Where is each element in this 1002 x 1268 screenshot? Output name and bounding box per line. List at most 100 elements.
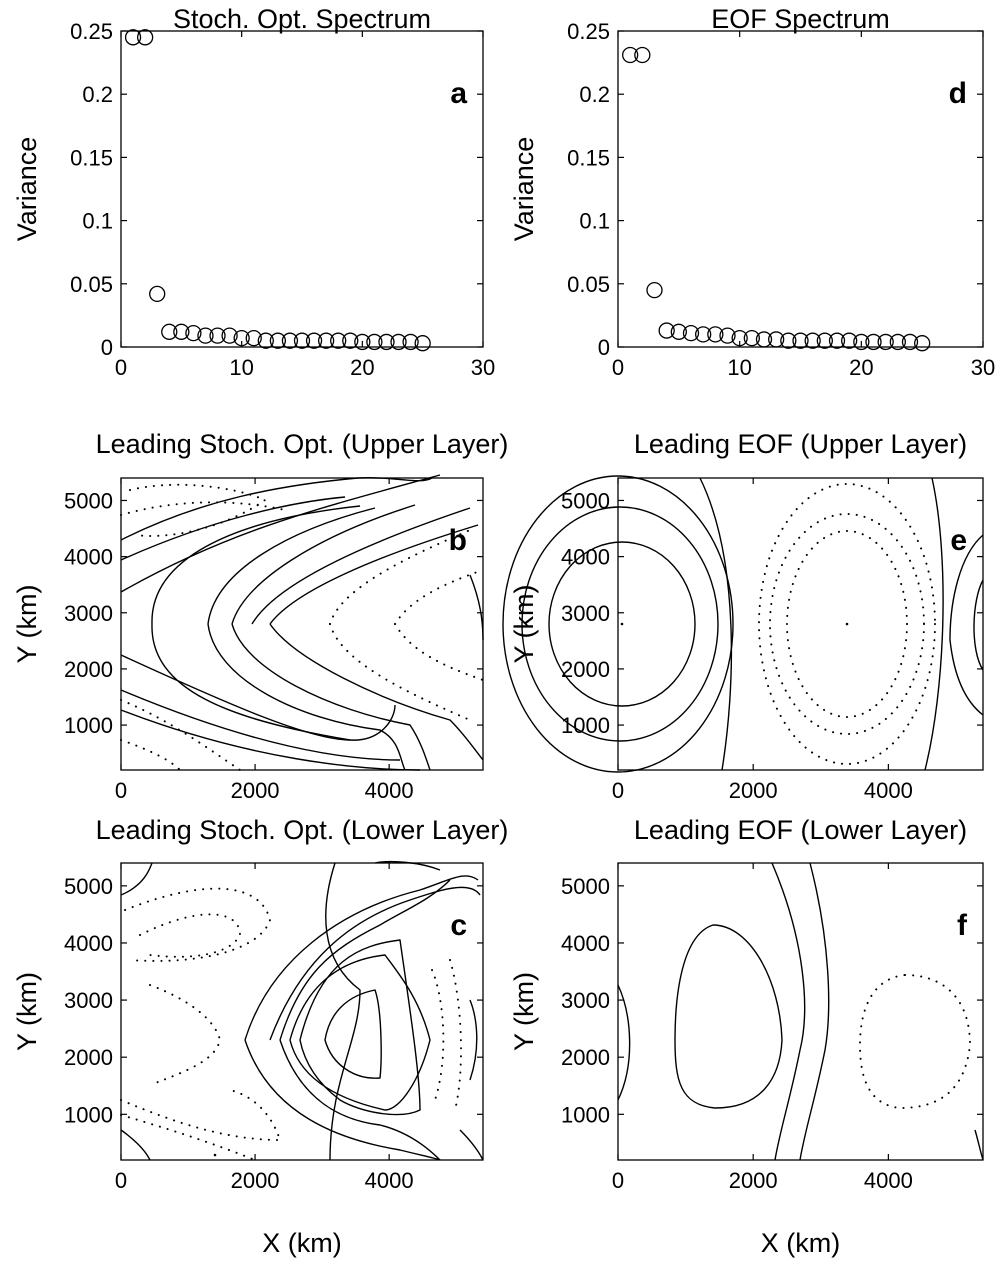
x-axis-label: X (km) — [761, 1228, 840, 1258]
contour-line — [244, 1039, 441, 1161]
data-point — [161, 323, 178, 340]
x-tick-label: 30 — [471, 355, 495, 380]
data-point — [354, 333, 371, 351]
y-tick-label: 2000 — [561, 1045, 610, 1070]
data-point — [293, 332, 311, 349]
contour-dotted — [758, 483, 936, 765]
data-point — [330, 332, 347, 349]
data-point — [305, 332, 323, 349]
data-point — [149, 285, 166, 303]
contour-dotted — [129, 483, 268, 537]
contours-panel-e — [502, 475, 984, 773]
contour-line — [973, 579, 984, 671]
contour-line — [459, 1129, 484, 1161]
contour-line — [699, 477, 733, 771]
x-tick-label: 2000 — [729, 1168, 778, 1193]
extremum-dot — [243, 788, 247, 792]
contour-line — [469, 999, 478, 1081]
panel-title: Stoch. Opt. Spectrum — [173, 4, 431, 34]
contour-line — [799, 862, 830, 1161]
contour-line — [120, 477, 433, 541]
contour-dotted — [120, 739, 181, 771]
y-tick-label: 5000 — [64, 488, 113, 513]
data-point — [257, 332, 274, 349]
panel-title: Leading Stoch. Opt. (Upper Layer) — [96, 429, 509, 459]
extremum-dot — [620, 622, 624, 626]
y-tick-label: 3000 — [64, 601, 113, 626]
panel-letter: b — [449, 524, 467, 557]
contour-line — [120, 496, 346, 561]
contour-line — [269, 524, 479, 625]
contour-line — [279, 1039, 441, 1161]
x-tick-label: 30 — [971, 355, 995, 380]
data-point — [877, 333, 894, 351]
contour-line — [207, 507, 376, 625]
contour-line — [120, 654, 396, 741]
contour-line — [289, 954, 431, 1111]
panel-title: Leading Stoch. Opt. (Lower Layer) — [96, 815, 509, 845]
y-tick-label: 0.05 — [70, 272, 113, 297]
x-tick-label: 4000 — [365, 778, 414, 803]
data-point — [792, 332, 809, 349]
contour-line — [120, 1129, 151, 1161]
panel-letter: d — [949, 77, 967, 110]
plot-background — [121, 31, 483, 347]
contour-line — [231, 623, 431, 771]
y-tick-label: 4000 — [561, 545, 610, 570]
plot-background — [121, 863, 483, 1160]
x-tick-label: 0 — [115, 355, 127, 380]
contour-line — [207, 623, 406, 771]
data-point — [828, 332, 846, 349]
plot-frame — [120, 862, 484, 1161]
contour-line — [279, 879, 451, 1041]
data-point — [366, 333, 383, 351]
x-axis-label: X (km) — [262, 1228, 341, 1258]
contour-dotted — [786, 530, 908, 718]
data-point — [269, 332, 287, 349]
y-tick-label: 4000 — [64, 545, 113, 570]
data-point — [743, 330, 760, 347]
contour-line — [120, 474, 441, 593]
panel-letter: a — [450, 77, 467, 110]
y-tick-label: 5000 — [64, 874, 113, 899]
plot-frame — [617, 30, 984, 348]
plot-background — [618, 31, 983, 347]
x-tick-label: 2000 — [231, 778, 280, 803]
data-point — [914, 335, 931, 352]
y-tick-label: 2000 — [64, 657, 113, 682]
contour-line — [771, 862, 806, 1161]
contour-dotted — [769, 513, 925, 735]
data-point — [901, 333, 919, 351]
y-tick-label: 0 — [101, 335, 113, 360]
y-tick-label: 1000 — [64, 1102, 113, 1127]
extremum-dot — [845, 622, 849, 626]
data-point — [185, 324, 202, 342]
plot-frame — [617, 477, 984, 771]
panel-letter: e — [950, 524, 967, 557]
y-tick-label: 0.15 — [70, 145, 113, 170]
contour-dotted — [394, 569, 484, 625]
contour-dotted — [124, 887, 272, 962]
y-tick-label: 0.15 — [567, 145, 610, 170]
panel-letter: c — [450, 909, 467, 942]
y-tick-label: 0.25 — [70, 19, 113, 44]
x-tick-label: 4000 — [365, 1168, 414, 1193]
y-tick-label: 1000 — [561, 713, 610, 738]
contours-panel-b — [120, 474, 484, 771]
x-tick-label: 20 — [350, 355, 374, 380]
data-point — [816, 332, 833, 349]
contour-line — [269, 623, 484, 761]
contour-line — [617, 984, 631, 1101]
y-tick-label: 3000 — [561, 601, 610, 626]
panel-title: Leading EOF (Lower Layer) — [634, 815, 967, 845]
x-tick-label: 0 — [612, 1168, 624, 1193]
data-point — [209, 327, 226, 344]
x-tick-label: 4000 — [864, 778, 913, 803]
data-point — [646, 281, 663, 299]
data-point — [780, 332, 797, 349]
plot-background — [618, 478, 983, 770]
x-tick-label: 20 — [849, 355, 873, 380]
contour-lines — [120, 474, 984, 1161]
y-tick-label: 1000 — [64, 713, 113, 738]
data-point — [342, 332, 359, 349]
